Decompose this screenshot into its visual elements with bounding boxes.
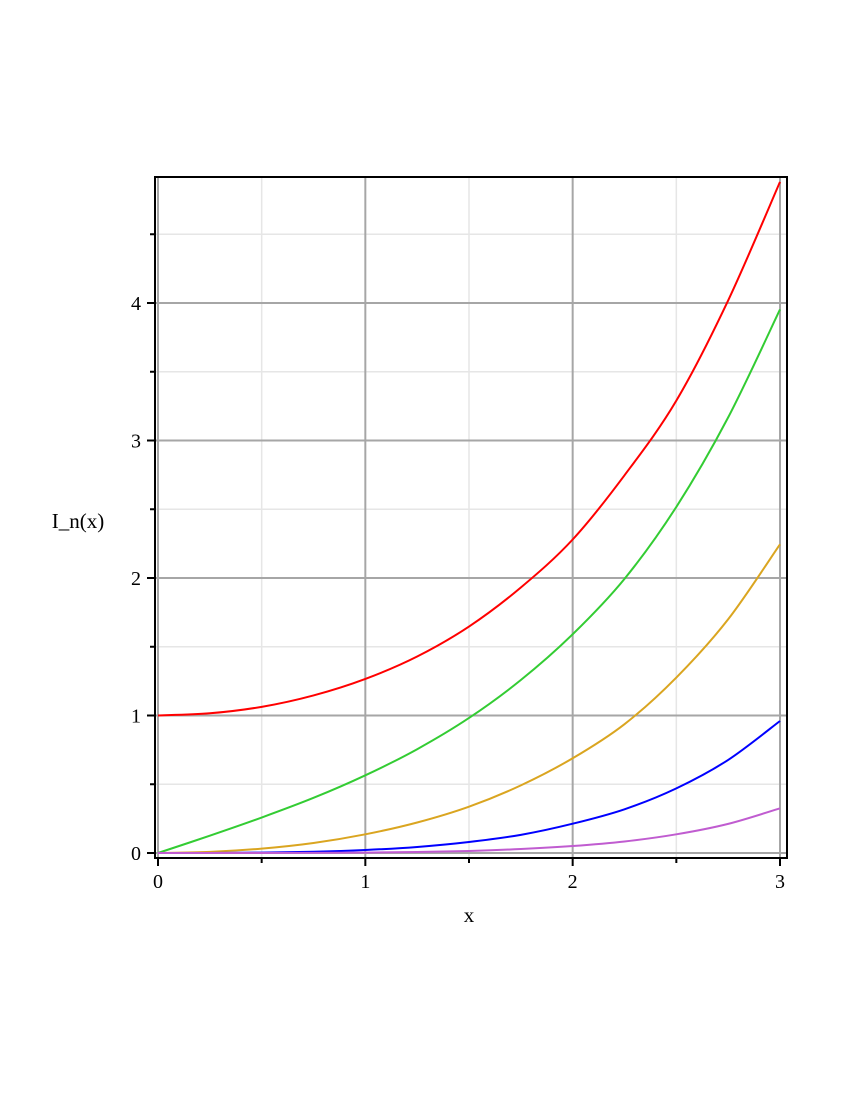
y-axis-label: I_n(x) — [52, 509, 104, 533]
y-tick-label: 4 — [131, 293, 141, 315]
series-line-2 — [157, 543, 781, 854]
x-axis-label: x — [464, 903, 475, 927]
plot-frame — [154, 176, 788, 859]
series-layer — [157, 181, 781, 855]
y-tick-label: 3 — [131, 431, 141, 453]
x-tick-label: 1 — [360, 871, 370, 893]
grid — [155, 177, 787, 858]
x-tick-label: 0 — [153, 871, 163, 893]
y-tick-label: 2 — [131, 568, 141, 590]
series-line-1 — [157, 309, 781, 854]
y-tick-label: 0 — [131, 843, 141, 865]
ticks: 0 1 2 3 0 1 2 3 4 — [131, 233, 785, 893]
series-line-4 — [158, 807, 781, 854]
series-line-0 — [157, 181, 781, 717]
x-tick-label: 3 — [775, 871, 785, 893]
y-tick-label: 1 — [131, 706, 141, 728]
x-tick-label: 2 — [568, 871, 578, 893]
